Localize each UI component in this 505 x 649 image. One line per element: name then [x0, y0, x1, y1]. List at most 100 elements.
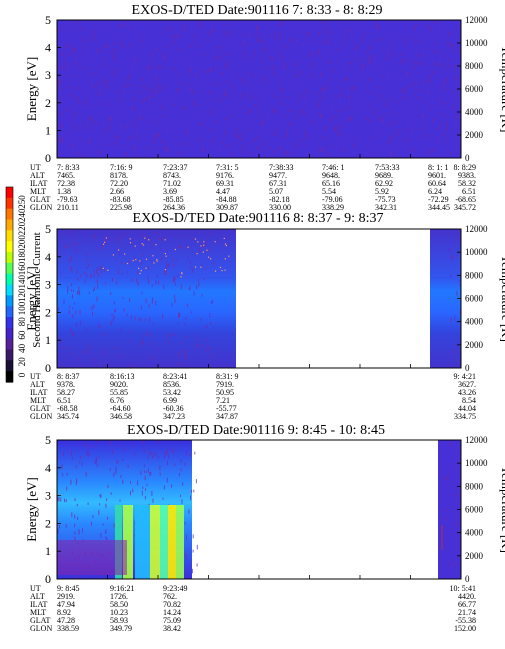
texture-speck: [436, 135, 438, 140]
texture-speck: [156, 85, 158, 91]
texture-speck: [62, 473, 64, 477]
panel-3-title: EXOS-D/TED Date:901116 9: 8:45 - 10: 8:4…: [127, 423, 385, 438]
texture-speck: [178, 362, 180, 366]
texture-speck: [454, 76, 455, 81]
texture-speck: [144, 97, 146, 102]
info-row-value: 72.20: [110, 179, 128, 188]
texture-speck: [247, 91, 248, 96]
texture-speck: [177, 274, 178, 278]
texture-speck: [59, 80, 61, 85]
texture-speck: [148, 452, 150, 455]
info-row-value: 2919.: [57, 592, 75, 601]
colorbar-swatch: [6, 197, 13, 210]
texture-speck: [67, 285, 69, 291]
texture-speck: [153, 80, 155, 83]
texture-speck: [259, 135, 261, 141]
texture-speck: [96, 269, 97, 274]
high-energy-dot: [139, 260, 141, 262]
texture-speck: [372, 53, 374, 57]
texture-speck: [180, 245, 181, 249]
texture-speck: [277, 134, 279, 137]
texture-speck: [90, 140, 92, 145]
texture-speck: [295, 142, 297, 148]
texture-speck: [140, 78, 142, 81]
texture-speck: [393, 120, 395, 125]
texture-speck: [274, 36, 276, 41]
texture-speck: [451, 69, 453, 74]
texture-speck: [224, 117, 226, 121]
texture-speck: [253, 59, 255, 62]
texture-speck: [154, 48, 156, 52]
texture-speck: [161, 31, 163, 35]
colorbar-tick-label: 60: [17, 330, 27, 340]
texture-speck: [439, 60, 441, 66]
texture-speck: [111, 71, 113, 76]
texture-speck: [419, 88, 421, 92]
texture-speck: [80, 137, 82, 142]
texture-speck: [66, 40, 68, 45]
texture-speck: [403, 89, 405, 95]
texture-speck: [99, 494, 101, 497]
texture-speck: [296, 91, 298, 94]
texture-speck: [94, 445, 96, 448]
texture-speck: [58, 335, 60, 339]
texture-speck: [144, 495, 146, 500]
y-tick-label: 1: [45, 333, 51, 347]
texture-speck: [432, 71, 434, 75]
texture-speck: [322, 94, 324, 98]
texture-speck: [143, 335, 144, 338]
texture-speck: [185, 142, 187, 146]
texture-speck: [459, 283, 461, 287]
texture-speck: [327, 38, 329, 43]
texture-speck: [293, 24, 295, 29]
texture-speck: [422, 46, 424, 52]
info-row-value: -83.68: [110, 195, 131, 204]
texture-speck: [388, 98, 390, 102]
texture-speck: [96, 296, 98, 302]
texture-speck: [395, 128, 397, 132]
info-row-value: 9383.: [458, 171, 476, 180]
texture-speck: [454, 494, 456, 498]
texture-speck: [430, 150, 432, 154]
texture-speck: [91, 25, 93, 30]
texture-speck: [154, 89, 156, 94]
texture-speck: [166, 148, 168, 152]
y2-tick-label: 4000: [465, 317, 484, 327]
texture-speck: [77, 152, 79, 155]
texture-speck: [98, 323, 100, 328]
texture-speck: [277, 149, 279, 154]
high-energy-dot: [228, 255, 230, 257]
colorbar-swatch: [6, 262, 13, 275]
texture-speck: [86, 98, 88, 103]
texture-speck: [103, 49, 105, 52]
texture-speck: [174, 298, 176, 304]
texture-speck: [446, 61, 448, 65]
texture-speck: [184, 355, 186, 358]
texture-speck: [162, 56, 164, 60]
panel-3-data-block-right: [438, 440, 461, 579]
texture-speck: [348, 95, 350, 99]
texture-speck: [456, 550, 458, 553]
texture-speck: [136, 116, 138, 120]
texture-speck: [87, 259, 89, 263]
texture-speck: [201, 344, 203, 347]
texture-speck: [262, 75, 264, 80]
texture-speck: [166, 44, 168, 49]
texture-speck: [190, 495, 191, 501]
texture-speck: [303, 143, 305, 147]
info-row-value: 44.04: [458, 404, 476, 413]
texture-speck: [107, 102, 109, 106]
texture-speck: [456, 145, 458, 149]
texture-speck: [96, 246, 98, 252]
texture-speck: [122, 479, 124, 484]
texture-speck: [408, 130, 410, 134]
texture-speck: [79, 54, 81, 58]
texture-speck: [143, 41, 145, 44]
texture-speck: [240, 94, 242, 99]
texture-speck: [344, 136, 346, 140]
texture-speck: [76, 55, 77, 60]
texture-speck: [185, 79, 187, 85]
texture-speck: [281, 45, 283, 48]
texture-speck: [137, 362, 139, 368]
texture-speck: [74, 531, 76, 535]
